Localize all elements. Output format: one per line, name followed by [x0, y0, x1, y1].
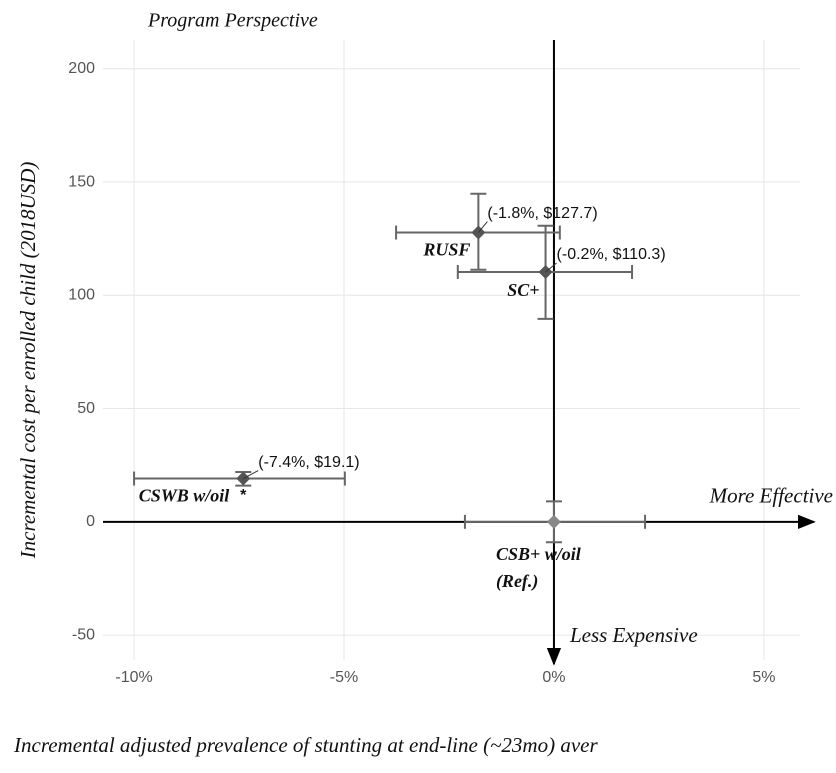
y-tick-label: 100 — [68, 287, 95, 304]
y-tick-label: 50 — [77, 400, 95, 417]
x-axis-label: Incremental adjusted prevalence of stunt… — [13, 733, 598, 757]
value-label: (-0.2%, $110.3) — [557, 246, 666, 263]
y-axis-label: Incremental cost per enrolled child (201… — [16, 162, 40, 560]
point-name: (Ref.) — [496, 571, 538, 592]
point-name: RUSF — [422, 240, 470, 260]
point-name: CSB+ w/oil — [496, 544, 581, 564]
x-tick-label: -5% — [330, 669, 358, 686]
annotation: More Effective — [709, 484, 833, 508]
y-tick-label: -50 — [72, 626, 95, 643]
label-leader — [545, 262, 557, 273]
label-leader — [243, 470, 259, 479]
x-tick-label: 0% — [542, 669, 565, 686]
x-tick-label: 5% — [752, 669, 775, 686]
value-label: (-1.8%, $127.7) — [487, 205, 597, 222]
annotation: * — [240, 487, 247, 504]
chart-title: Program Perspective — [147, 10, 318, 32]
annotation: Less Expensive — [569, 623, 698, 647]
point — [546, 514, 561, 529]
value-label: (-7.4%, $19.1) — [258, 454, 359, 471]
y-tick-label: 0 — [86, 513, 95, 530]
y-tick-label: 200 — [68, 60, 95, 77]
x-tick-label: -10% — [115, 669, 152, 686]
point-name: CSWB w/oil — [139, 486, 230, 506]
point-name: SC+ — [507, 280, 539, 300]
label-leader — [477, 221, 488, 233]
y-tick-label: 150 — [68, 173, 95, 190]
